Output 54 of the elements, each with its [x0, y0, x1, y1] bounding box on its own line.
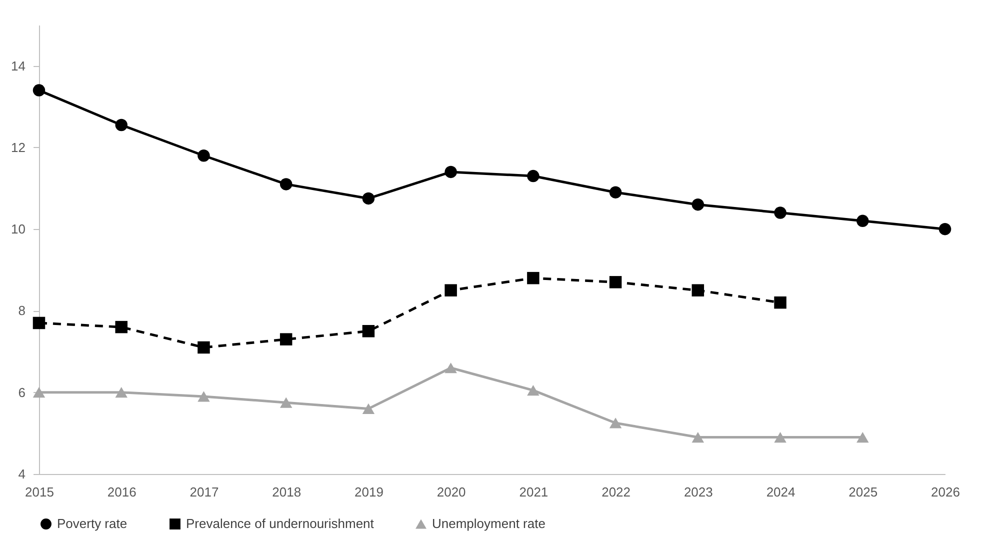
point [280, 333, 292, 346]
y-tick-label: 10 [11, 222, 26, 237]
point [32, 84, 46, 96]
point [774, 296, 786, 309]
point [609, 276, 622, 288]
x-tick-label: 2024 [766, 484, 796, 500]
x-tick-label: 2018 [272, 484, 302, 500]
point [527, 272, 540, 284]
y-tick-label: 6 [18, 384, 26, 400]
legend-label: Prevalence of undernourishment [186, 516, 374, 531]
x-tick-label: 2019 [354, 484, 384, 500]
point [198, 150, 210, 162]
point [115, 387, 128, 398]
x-tick-label: 2023 [684, 484, 713, 500]
point [198, 391, 210, 402]
point [938, 222, 952, 236]
point [856, 214, 869, 228]
x-tick-label: 2017 [190, 484, 219, 500]
point [362, 403, 375, 414]
point [692, 284, 704, 296]
point [856, 432, 869, 443]
y-tick-label: 8 [18, 303, 26, 318]
point [609, 186, 622, 198]
point [32, 387, 46, 398]
point [527, 385, 540, 396]
point [774, 432, 786, 443]
point [362, 192, 375, 205]
point [774, 206, 786, 219]
point [198, 341, 210, 354]
y-tick-label: 12 [11, 140, 26, 155]
y-tick-label: 4 [18, 466, 26, 482]
point [527, 170, 540, 182]
y-tick-label: 14 [11, 58, 26, 74]
legend-label: Poverty rate [57, 516, 128, 531]
point [692, 198, 704, 211]
x-tick-label: 2015 [25, 484, 54, 500]
point [32, 316, 46, 330]
point [609, 418, 622, 428]
point [444, 166, 457, 178]
point [280, 397, 292, 408]
x-tick-label: 2021 [519, 484, 548, 500]
x-tick-label: 2016 [107, 484, 136, 500]
x-tick-label: 2025 [848, 484, 878, 500]
x-tick-label: 2020 [436, 484, 466, 500]
point [115, 118, 128, 132]
point [692, 432, 704, 443]
x-tick-label: 2022 [602, 484, 631, 500]
x-tick-label: 2026 [931, 484, 960, 500]
point [362, 325, 375, 338]
point [280, 178, 292, 190]
point [444, 362, 457, 374]
point [115, 320, 128, 334]
legend-label: Unemployment rate [432, 516, 546, 531]
point [444, 284, 457, 296]
